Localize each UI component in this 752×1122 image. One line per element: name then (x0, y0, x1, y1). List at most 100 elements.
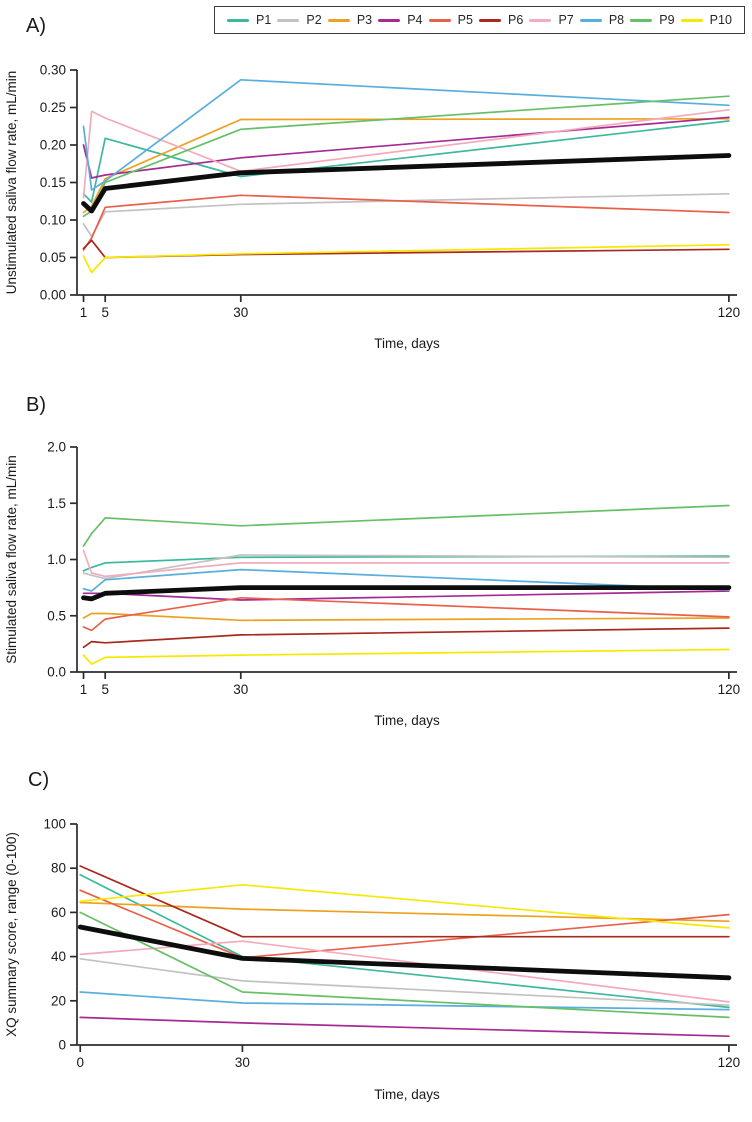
legend-item-p9: P9 (630, 13, 675, 27)
series-line-mean (77, 924, 732, 981)
legend-label: P8 (608, 13, 625, 27)
legend-swatch-p6 (479, 18, 502, 22)
series-line-p6 (82, 627, 730, 649)
x-tick-label: 120 (718, 1055, 741, 1070)
x-tick-label: 30 (235, 1055, 250, 1070)
legend-swatch-p5 (428, 18, 451, 22)
series-line-p9 (82, 95, 730, 218)
series-line-mean (81, 585, 732, 602)
x-tick-label: 120 (718, 305, 741, 320)
legend-item-p3: P3 (327, 13, 373, 27)
y-tick-label: 0.00 (40, 288, 66, 303)
y-tick-label: 0.25 (40, 100, 66, 115)
series-line-p7 (82, 108, 730, 199)
legend-item-p4: P4 (378, 13, 423, 27)
legend-swatch-p3 (327, 18, 350, 22)
series-line-p1 (82, 120, 730, 203)
panel-c: C) 0 20 40 60 80 100 0 30 120 XQ summary score, ra… (0, 758, 752, 1122)
y-tick-label: 0.20 (40, 138, 66, 153)
legend-item-p1: P1 (227, 13, 271, 27)
y-tick-label: 1.0 (47, 552, 66, 567)
y-tick-label: 1.5 (47, 496, 66, 511)
series-line-p4 (79, 1016, 730, 1038)
x-tick-label: 30 (233, 305, 248, 320)
x-tick-label: 1 (80, 682, 88, 697)
legend-item-p2: P2 (277, 13, 322, 27)
legend-label: P6 (508, 13, 524, 27)
series-line-p10 (82, 648, 730, 665)
legend-label: P7 (558, 13, 574, 27)
y-tick-label: 0.10 (40, 213, 66, 228)
series-line-p3 (82, 612, 730, 622)
y-tick-label: 80 (51, 861, 66, 876)
y-tick-label: 20 (51, 993, 66, 1008)
legend-label: P3 (356, 13, 373, 27)
x-axis-title: Time, days (374, 336, 440, 351)
legend-item-p5: P5 (428, 13, 473, 27)
x-tick-label: 30 (233, 682, 248, 697)
legend: P1 P2 P3 P4 P5 P6 P7 P8 P9 P10 (214, 6, 745, 34)
y-tick-label: 0.05 (40, 250, 66, 265)
chart-a: A) 0.00 0.05 0.10 0.15 0.20 0.25 0.30 1 5 30 120 Uns… (4, 15, 741, 351)
series-line-p9 (82, 504, 730, 547)
legend-label: P1 (256, 13, 272, 27)
y-axis-title: XQ summary score, range (0-100) (4, 832, 19, 1037)
legend-item-p8: P8 (579, 13, 625, 27)
legend-label: P9 (659, 13, 675, 27)
y-axis-title: Stimulated saliva flow rate, mL/min (4, 455, 19, 664)
chart-b: B) 0.0 0.5 1.0 1.5 2.0 1 5 30 120 Stimulated saliv… (4, 394, 741, 728)
series-line-p5 (82, 194, 730, 251)
series-line-p1 (82, 555, 730, 572)
legend-swatch-p7 (529, 18, 552, 22)
chart-c: C) 0 20 40 60 80 100 0 30 120 XQ summary score, ra… (4, 769, 741, 1102)
legend-item-p6: P6 (479, 13, 523, 27)
y-tick-label: 0.15 (40, 175, 66, 190)
legend-label: P5 (457, 13, 473, 27)
legend-swatch-p1 (227, 18, 249, 22)
legend-item-p7: P7 (529, 13, 574, 27)
series-line-p10 (82, 243, 730, 274)
series-line-mean (81, 153, 732, 214)
y-tick-label: 0.5 (47, 608, 66, 623)
legend-swatch-p9 (630, 18, 653, 22)
series-line-p3 (79, 901, 730, 923)
series-line-p7 (82, 549, 730, 578)
y-tick-label: 0.30 (40, 63, 66, 78)
series-line-p2 (82, 554, 730, 580)
y-tick-label: 0 (58, 1038, 66, 1053)
legend-swatch-p2 (277, 18, 300, 22)
y-tick-label: 0.0 (47, 665, 66, 680)
series-line-p8 (82, 78, 730, 191)
legend-label: P2 (306, 13, 322, 27)
panel-b: B) 0.0 0.5 1.0 1.5 2.0 1 5 30 120 Stimulated saliv… (0, 385, 752, 750)
panel-a: A) 0.00 0.05 0.10 0.15 0.20 0.25 0.30 1 5 30 120 Uns… (0, 0, 752, 365)
x-axis-title: Time, days (374, 713, 440, 728)
x-tick-label: 5 (101, 305, 109, 320)
panel-label: A) (26, 15, 46, 37)
panel-label: B) (26, 394, 46, 416)
series-line-p8 (79, 991, 730, 1011)
series-line-p2 (79, 957, 730, 1007)
x-tick-label: 5 (101, 682, 109, 697)
legend-label: P4 (407, 13, 423, 27)
panel-label: C) (28, 769, 49, 791)
y-tick-label: 2.0 (47, 440, 66, 455)
y-tick-label: 40 (51, 949, 66, 964)
x-tick-label: 120 (718, 682, 741, 697)
legend-label: P10 (709, 13, 732, 27)
x-axis-title: Time, days (374, 1087, 440, 1102)
y-axis-title: Unstimulated saliva flow rate, mL/min (4, 71, 19, 295)
legend-swatch-p4 (378, 18, 401, 22)
series-line-p1 (79, 873, 730, 1009)
series-line-p8 (82, 568, 730, 592)
y-tick-label: 60 (51, 905, 66, 920)
x-tick-label: 1 (80, 305, 88, 320)
series-line-p6 (79, 865, 730, 938)
x-tick-label: 0 (76, 1055, 84, 1070)
y-tick-label: 100 (43, 817, 66, 832)
legend-swatch-p8 (579, 18, 602, 22)
series-line-p5 (82, 596, 730, 632)
series-line-p10 (79, 883, 730, 929)
legend-swatch-p10 (680, 18, 703, 22)
series-line-p7 (79, 940, 730, 1003)
